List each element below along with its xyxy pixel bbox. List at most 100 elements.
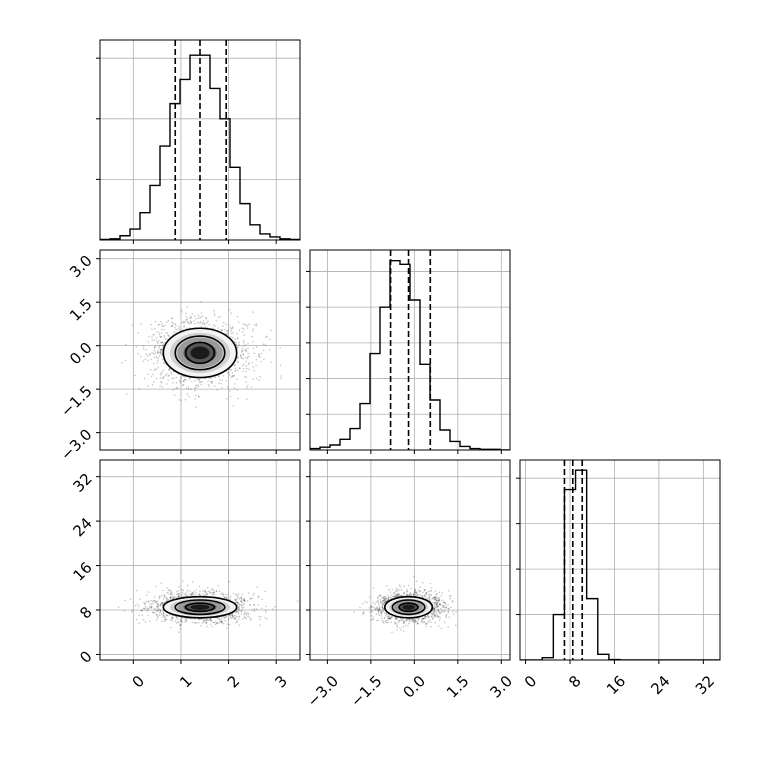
scatter-point bbox=[408, 618, 410, 621]
scatter-point bbox=[381, 596, 384, 599]
scatter-point bbox=[387, 617, 390, 620]
scatter-point bbox=[229, 395, 232, 398]
scatter-point bbox=[156, 614, 158, 616]
scatter-point bbox=[439, 603, 441, 605]
scatter-point bbox=[178, 586, 181, 588]
scatter-point bbox=[202, 320, 205, 322]
panel-frame bbox=[99, 39, 301, 241]
scatter-point bbox=[163, 620, 165, 623]
scatter-point bbox=[176, 593, 179, 595]
scatter-point bbox=[441, 609, 444, 612]
scatter-point bbox=[156, 352, 159, 354]
scatter-point bbox=[242, 345, 244, 348]
scatter-point bbox=[187, 388, 190, 390]
scatter-point bbox=[425, 623, 427, 625]
scatter-point bbox=[238, 606, 240, 609]
scatter-point bbox=[219, 617, 221, 620]
histogram-step-line bbox=[100, 54, 300, 240]
scatter-point bbox=[394, 595, 397, 598]
scatter-point bbox=[384, 601, 386, 603]
scatter-point bbox=[417, 617, 420, 619]
scatter-point bbox=[380, 617, 383, 620]
scatter-point bbox=[155, 613, 158, 616]
scatter-point bbox=[242, 364, 244, 367]
scatter-point bbox=[236, 610, 238, 613]
scatter-point bbox=[214, 623, 217, 626]
contour-line bbox=[184, 341, 216, 365]
scatter-point bbox=[157, 342, 159, 345]
scatter-point bbox=[242, 340, 245, 342]
scatter-point bbox=[240, 610, 242, 612]
scatter-point bbox=[237, 618, 240, 621]
scatter-point bbox=[384, 595, 387, 598]
scatter-point bbox=[414, 591, 416, 594]
scatter-point bbox=[406, 619, 408, 621]
scatter-point bbox=[195, 385, 197, 387]
scatter-point bbox=[156, 603, 159, 605]
scatter-point bbox=[240, 599, 242, 602]
scatter-point bbox=[437, 615, 440, 618]
scatter-point bbox=[377, 597, 379, 600]
scatter-point bbox=[409, 594, 412, 596]
scatter-point bbox=[280, 375, 283, 377]
scatter-point bbox=[394, 593, 397, 595]
scatter-point bbox=[207, 587, 209, 589]
scatter-point bbox=[232, 592, 235, 595]
scatter-point bbox=[402, 592, 405, 595]
scatter-point bbox=[433, 610, 435, 612]
density-fill bbox=[190, 346, 210, 360]
scatter-point bbox=[220, 382, 222, 385]
scatter-point bbox=[382, 608, 385, 610]
scatter-point bbox=[179, 624, 181, 627]
scatter-point bbox=[243, 600, 246, 602]
scatter-point bbox=[415, 620, 417, 622]
scatter-point bbox=[403, 592, 406, 595]
scatter-point bbox=[202, 619, 205, 622]
scatter-point bbox=[244, 616, 247, 619]
scatter-point bbox=[447, 607, 450, 610]
scatter-point bbox=[217, 584, 220, 587]
scatter-point bbox=[427, 615, 429, 618]
scatter-point bbox=[180, 376, 183, 378]
scatter-point bbox=[187, 589, 189, 592]
scatter-point bbox=[444, 607, 446, 609]
scatter-point bbox=[156, 610, 159, 612]
scatter-point bbox=[171, 321, 173, 324]
scatter-point bbox=[274, 605, 277, 608]
x-tick-label: −1.5 bbox=[347, 672, 385, 710]
scatter-point bbox=[245, 381, 248, 383]
scatter-point bbox=[185, 592, 187, 595]
scatter-point bbox=[219, 593, 222, 595]
scatter-point bbox=[203, 620, 205, 623]
scatter-point bbox=[159, 609, 161, 611]
scatter-point bbox=[245, 612, 248, 615]
scatter-point bbox=[235, 621, 237, 624]
scatter-point bbox=[252, 328, 255, 330]
scatter-point bbox=[173, 595, 175, 598]
histogram-bin bbox=[460, 446, 470, 450]
scatter-point bbox=[384, 620, 387, 623]
scatter-point bbox=[370, 614, 373, 617]
scatter-point bbox=[161, 341, 164, 344]
scatter-point bbox=[231, 336, 234, 339]
scatter-point bbox=[153, 349, 155, 352]
scatter-point bbox=[143, 377, 146, 380]
scatter-point bbox=[434, 590, 437, 593]
scatter-point bbox=[187, 321, 189, 324]
scatter-point bbox=[382, 600, 385, 603]
scatter-point bbox=[222, 593, 224, 596]
scatter-point bbox=[258, 355, 260, 358]
scatter-point bbox=[234, 618, 237, 620]
scatter-point bbox=[208, 323, 211, 326]
scatter-point bbox=[162, 612, 165, 615]
scatter-point bbox=[423, 617, 426, 620]
scatter-point bbox=[410, 587, 412, 590]
histogram-panel-0 bbox=[96, 39, 301, 244]
scatter-point bbox=[434, 606, 436, 608]
scatter-point bbox=[238, 607, 240, 610]
scatter-point bbox=[433, 596, 436, 599]
scatter-point bbox=[156, 605, 159, 608]
scatter-point bbox=[377, 619, 379, 622]
scatter-point bbox=[381, 603, 384, 605]
scatter-point bbox=[259, 375, 262, 378]
